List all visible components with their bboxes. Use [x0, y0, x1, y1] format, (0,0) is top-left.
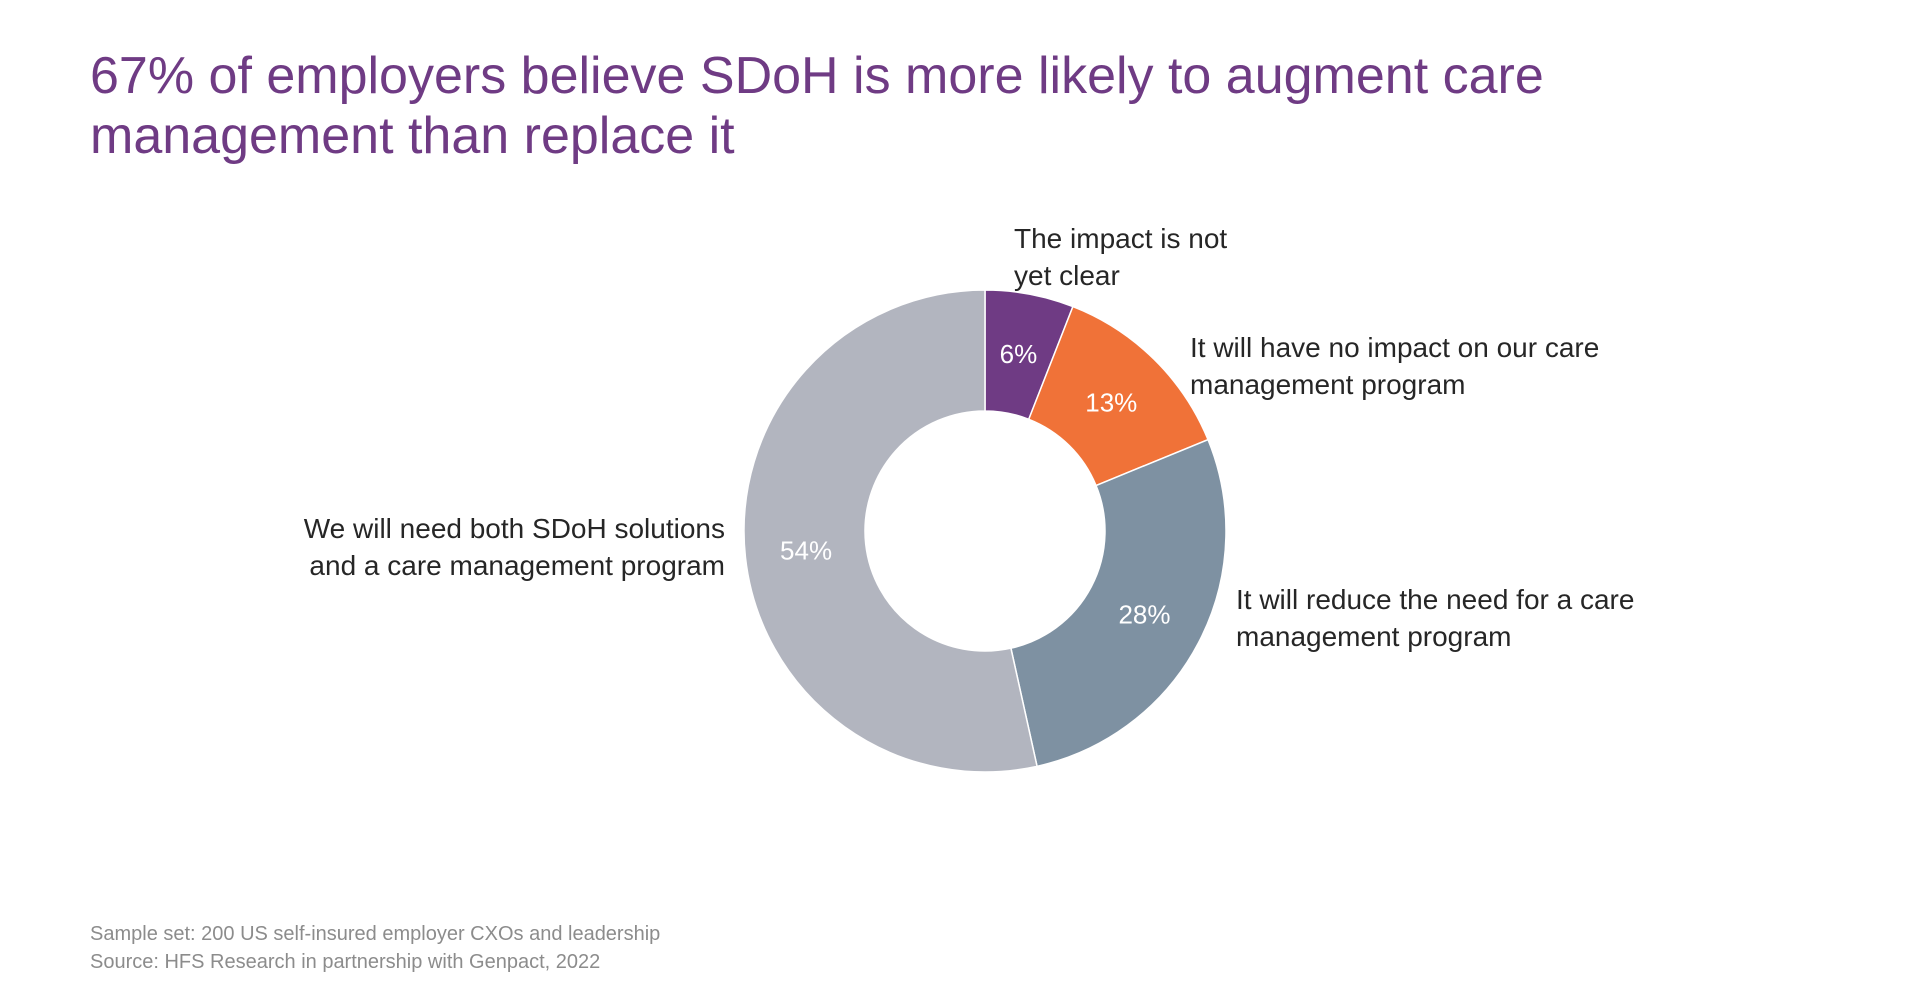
slice-reduce-need — [1010, 438, 1227, 768]
data-label-impact-not-clear: 6% — [1000, 339, 1038, 369]
chart-title-line-1: 67% of employers believe SDoH is more li… — [90, 47, 1544, 105]
data-label-no-impact: 13% — [1085, 388, 1137, 418]
slice-no-impact — [1027, 305, 1209, 487]
category-label-no-impact: It will have no impact on our care manag… — [1190, 332, 1600, 400]
category-label-need-both: We will need both SDoH solutions and a c… — [303, 513, 725, 581]
footnote: Sample set: 200 US self-insured employer… — [90, 920, 660, 976]
footnote-sample: Sample set: 200 US self-insured employer… — [90, 923, 661, 945]
slice-need-both — [743, 289, 1038, 773]
category-label-reduce-need: It will reduce the need for a care manag… — [1236, 584, 1635, 652]
data-label-reduce-need: 28% — [1118, 599, 1170, 629]
footnote-source: Source: HFS Research in partnership with… — [90, 951, 601, 973]
chart-title: 67% of employers believe SDoH is more li… — [90, 46, 1790, 166]
data-label-need-both: 54% — [780, 536, 832, 566]
category-label-impact-not-clear: The impact is not yet clear — [1014, 223, 1228, 291]
chart-title-line-2: management than replace it — [90, 107, 735, 165]
